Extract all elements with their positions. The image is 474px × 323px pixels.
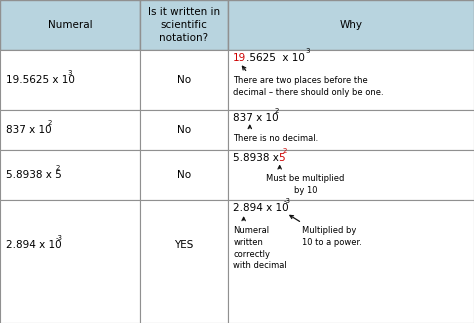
Bar <box>0 110 140 150</box>
Bar <box>228 50 474 110</box>
Bar <box>140 50 228 110</box>
Bar <box>228 110 474 150</box>
Text: Is it written in
scientific
notation?: Is it written in scientific notation? <box>147 7 220 43</box>
Bar <box>140 200 228 323</box>
Text: -3: -3 <box>283 198 291 204</box>
Bar <box>0 50 140 110</box>
Bar <box>0 200 140 323</box>
Bar <box>140 0 228 50</box>
Text: 837 x 10: 837 x 10 <box>6 125 51 135</box>
Text: 19: 19 <box>233 53 246 63</box>
Text: No: No <box>177 170 191 180</box>
Bar <box>0 0 140 50</box>
Bar <box>140 150 228 200</box>
Bar <box>0 150 140 200</box>
Text: 3: 3 <box>67 70 72 76</box>
Text: 837 x 10: 837 x 10 <box>233 113 279 123</box>
Text: 3: 3 <box>305 48 310 54</box>
Bar <box>228 0 474 50</box>
Text: There are two places before the
decimal – there should only be one.: There are two places before the decimal … <box>233 76 384 97</box>
Text: Why: Why <box>339 20 362 30</box>
Text: Numeral: Numeral <box>47 20 92 30</box>
Text: 5.8938 x: 5.8938 x <box>233 153 283 163</box>
Text: 19.5625 x 10: 19.5625 x 10 <box>6 75 74 85</box>
Text: Numeral
written
correctly
with decimal: Numeral written correctly with decimal <box>233 226 287 270</box>
Bar <box>228 200 474 323</box>
Text: 5.8938 x 5: 5.8938 x 5 <box>6 170 62 180</box>
Text: 2: 2 <box>55 165 60 171</box>
Text: Must be multiplied
by 10: Must be multiplied by 10 <box>266 174 345 195</box>
Text: YES: YES <box>174 241 193 250</box>
Text: 2: 2 <box>47 120 52 126</box>
Text: -3: -3 <box>56 235 63 241</box>
Bar <box>228 150 474 200</box>
Text: There is no decimal.: There is no decimal. <box>233 134 319 143</box>
Text: .5625  x 10: .5625 x 10 <box>246 53 304 63</box>
Text: No: No <box>177 125 191 135</box>
Text: Multiplied by
10 to a power.: Multiplied by 10 to a power. <box>302 226 362 247</box>
Text: No: No <box>177 75 191 85</box>
Text: 2: 2 <box>275 108 279 114</box>
Text: 2.894 x 10: 2.894 x 10 <box>6 241 61 250</box>
Text: 2: 2 <box>283 148 287 154</box>
Text: 5: 5 <box>278 153 285 163</box>
Text: 2.894 x 10: 2.894 x 10 <box>233 203 289 214</box>
Bar <box>140 110 228 150</box>
